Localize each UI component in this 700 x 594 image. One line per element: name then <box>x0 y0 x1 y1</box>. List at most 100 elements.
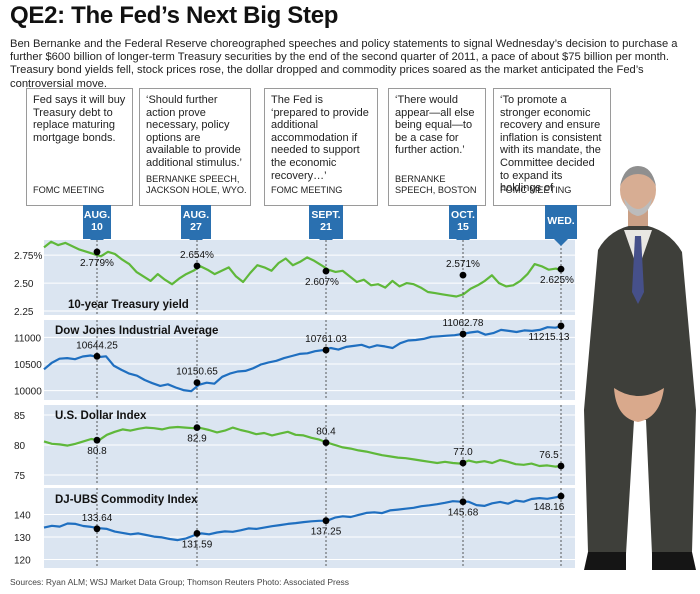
data-point-marker <box>93 248 101 256</box>
data-label: 80.8 <box>87 446 107 457</box>
callout-aug27: ‘Should further action prove necessary, … <box>139 88 251 206</box>
data-point-marker <box>557 265 565 273</box>
callout-source: FOMC MEETING <box>271 185 343 195</box>
date-month: SEPT. <box>311 209 341 221</box>
y-tick-label: 80 <box>14 441 26 452</box>
data-label: 2.607% <box>305 277 339 288</box>
data-point-marker <box>93 525 101 533</box>
series-line <box>43 495 564 542</box>
y-tick-label: 130 <box>14 533 31 544</box>
data-label: 137.25 <box>311 527 342 538</box>
series-line <box>43 324 564 393</box>
chart-title: Dow Jones Industrial Average <box>55 325 218 337</box>
bernanke-photo <box>584 166 696 570</box>
data-label: 11062.78 <box>443 318 484 329</box>
data-point-marker <box>193 424 201 431</box>
data-label: 77.0 <box>453 447 473 458</box>
callout-source: BERNANKE SPEECH, BOSTON <box>395 174 477 195</box>
series-line <box>43 240 564 298</box>
data-point-marker <box>93 352 101 360</box>
date-day: 15 <box>457 221 469 233</box>
data-point-marker <box>459 498 467 506</box>
data-point-marker <box>459 271 467 279</box>
chart-title: 10-year Treasury yield <box>68 299 189 311</box>
panel-background <box>44 320 575 400</box>
page-title: QE2: The Fed’s Next Big Step <box>10 2 339 29</box>
data-point-marker <box>557 322 565 330</box>
callout-aug10: Fed says it will buy Treasury debt to re… <box>26 88 133 206</box>
data-label: 2.571% <box>446 259 480 270</box>
callout-wed: ‘To promote a stronger economic recovery… <box>493 88 611 206</box>
data-point-marker <box>322 346 330 354</box>
date-day: 21 <box>320 221 332 233</box>
data-label: 131.59 <box>182 539 213 550</box>
data-point-marker <box>557 492 565 500</box>
panel-background <box>44 488 575 568</box>
data-point-marker <box>557 462 565 470</box>
callout-source: FOMC MEETING <box>500 185 572 195</box>
date-month: WED. <box>547 215 575 227</box>
data-label: 148.16 <box>534 502 565 513</box>
data-label: 80.4 <box>316 427 336 438</box>
data-point-marker <box>322 267 330 275</box>
data-point-marker <box>93 436 101 444</box>
date-month: OCT. <box>451 209 475 221</box>
date-day: 10 <box>91 221 103 233</box>
y-tick-label: 120 <box>14 556 31 567</box>
y-tick-label: 2.50 <box>14 279 34 290</box>
data-point-marker <box>322 439 330 446</box>
data-label: 133.64 <box>82 513 113 524</box>
data-label: 2.654% <box>180 250 214 261</box>
callout-oct15: ‘There would appear—all else being equal… <box>388 88 486 206</box>
callout-quote: ‘There would appear—all else being equal… <box>395 94 475 157</box>
data-point-marker <box>459 459 467 467</box>
y-tick-label: 140 <box>14 511 31 522</box>
chart-panel: 140 130 120 DJ-UBS Commodity Index 133.64 131… <box>14 488 575 568</box>
data-label: 11215.13 <box>529 332 570 343</box>
chart-title: U.S. Dollar Index <box>55 410 147 422</box>
y-tick-label: 10500 <box>14 360 42 371</box>
data-point-marker <box>322 517 330 525</box>
data-label: 76.5 <box>539 450 559 461</box>
y-tick-label: 2.75% <box>14 251 42 262</box>
y-tick-label: 2.25 <box>14 307 34 318</box>
data-label: 2.779% <box>80 258 114 269</box>
data-label: 10644.25 <box>76 340 118 351</box>
date-flag-sept21: SEPT. 21 <box>309 205 343 246</box>
callout-quote: ‘To promote a stronger economic recovery… <box>500 94 602 195</box>
date-flag-wed: WED. <box>545 205 577 246</box>
chart-panel: 2.75% 2.50 2.25 10-year Treasury yield 2.779… <box>14 240 575 318</box>
data-point-marker <box>193 530 201 537</box>
chart-panel: 85 80 75 U.S. Dollar Index 80.8 82.9 80.4 77.0 7… <box>14 405 575 485</box>
panel-background <box>44 240 575 315</box>
callout-quote: Fed says it will buy Treasury debt to re… <box>33 94 126 144</box>
callout-quote: The Fed is ‘prepared to provide addition… <box>271 94 369 182</box>
sources-note: Sources: Ryan ALM; WSJ Market Data Group… <box>10 577 350 587</box>
intro-text: Ben Bernanke and the Federal Reserve cho… <box>10 38 678 90</box>
data-point-marker <box>193 379 201 387</box>
y-tick-label: 11000 <box>14 333 42 344</box>
data-label: 2.625% <box>540 275 574 286</box>
data-label: 10150.65 <box>176 367 218 378</box>
data-label: 145.68 <box>448 508 479 519</box>
date-flag-oct15: OCT. 15 <box>449 205 477 246</box>
chart-title: DJ-UBS Commodity Index <box>55 494 198 506</box>
data-label: 10761.03 <box>305 334 347 345</box>
data-point-marker <box>459 330 467 338</box>
callout-sept21: The Fed is ‘prepared to provide addition… <box>264 88 378 206</box>
date-month: AUG. <box>182 209 210 221</box>
y-tick-label: 75 <box>14 471 26 482</box>
y-tick-label: 85 <box>14 411 26 422</box>
date-flag-aug27: AUG. 27 <box>181 205 211 246</box>
chart-panel: 11000 10500 10000 Dow Jones Industrial Aver… <box>14 318 575 400</box>
data-point-marker <box>193 262 201 270</box>
callout-source: BERNANKE SPEECH, JACKSON HOLE, WYO. <box>146 174 247 195</box>
callout-source: FOMC MEETING <box>33 185 105 195</box>
date-day: 27 <box>190 221 202 233</box>
series-line <box>43 425 564 468</box>
date-month: AUG. <box>83 209 111 221</box>
callout-quote: ‘Should further action prove necessary, … <box>146 94 242 169</box>
y-tick-label: 10000 <box>14 387 42 398</box>
